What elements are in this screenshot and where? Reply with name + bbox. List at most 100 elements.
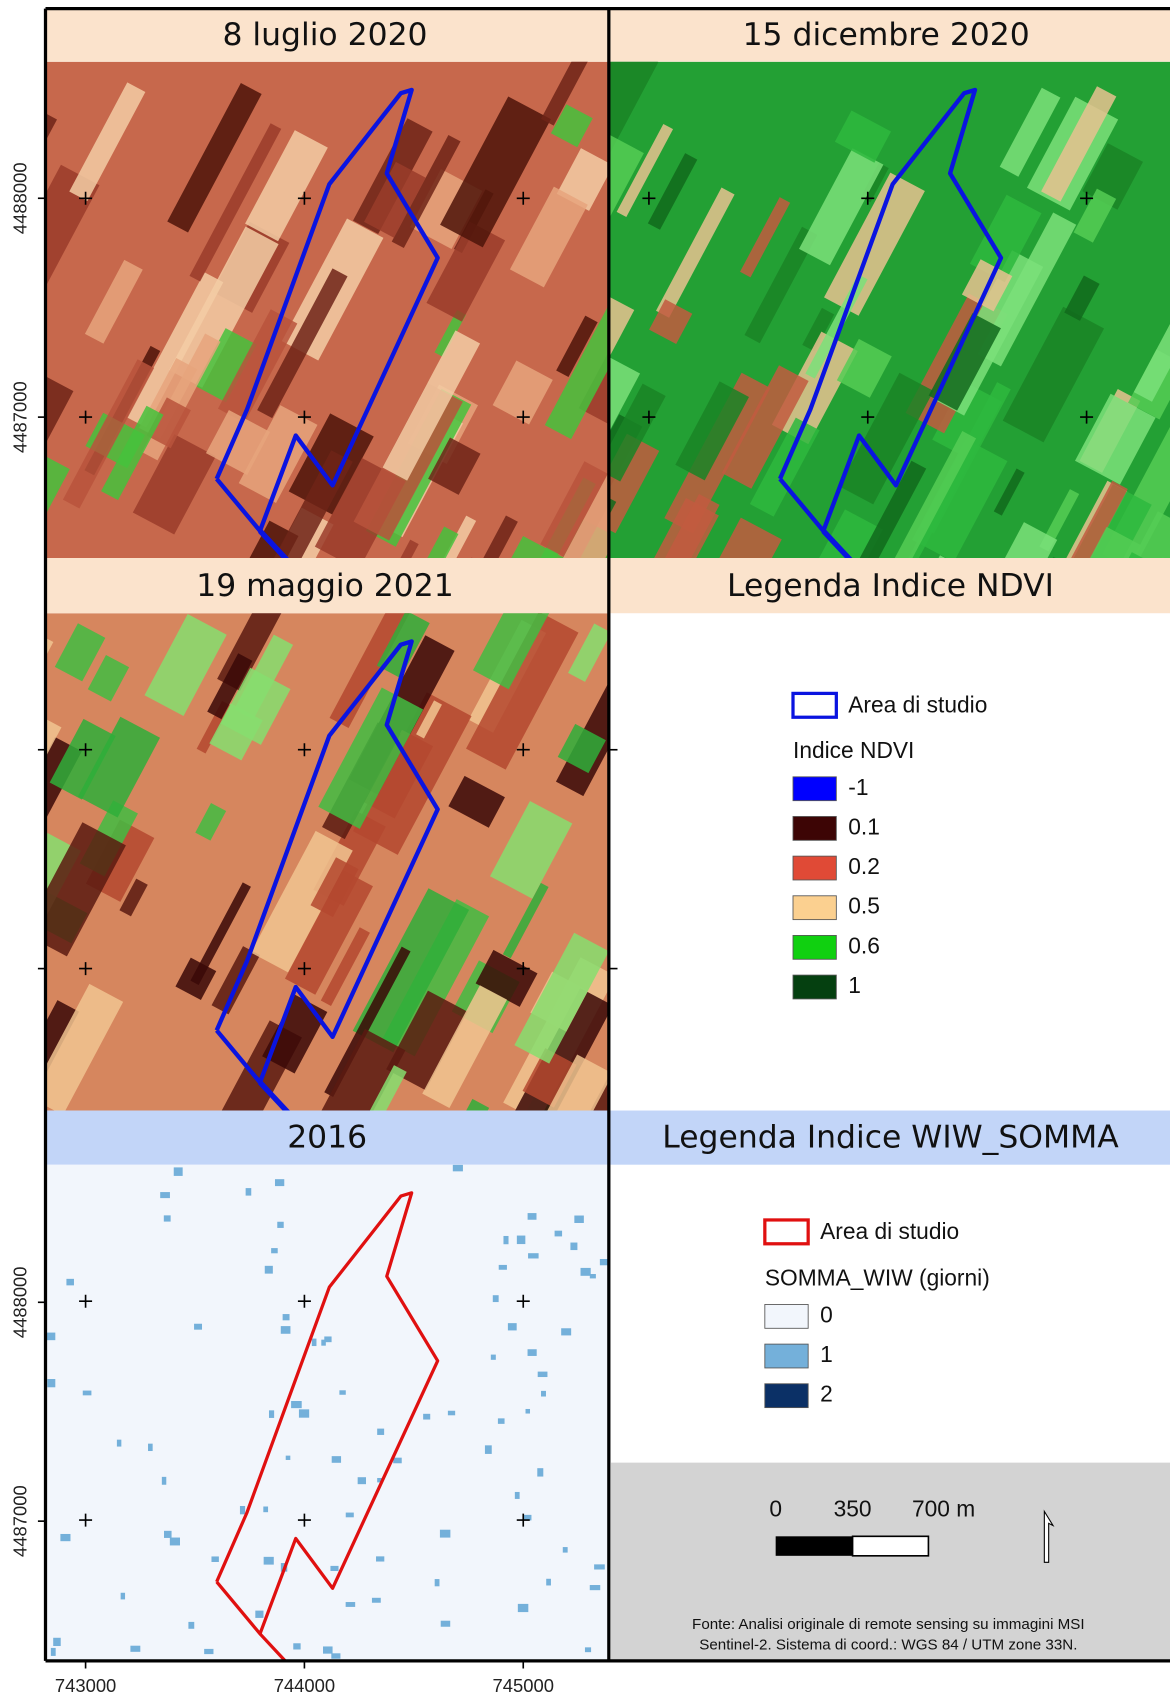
pixel <box>271 1248 278 1253</box>
legend-label: 0.1 <box>848 813 880 839</box>
pixel <box>541 1391 546 1397</box>
pixel <box>330 1566 338 1571</box>
legend-label: 0.6 <box>848 932 880 958</box>
legend-label: 1 <box>820 1341 833 1367</box>
pixel <box>526 1409 530 1414</box>
pixel <box>528 1253 539 1258</box>
legend-swatch <box>765 1344 808 1368</box>
pixel <box>440 1530 450 1538</box>
pixel <box>453 1165 463 1172</box>
pixel <box>493 1295 499 1302</box>
y-label: 4487000 <box>10 1485 31 1557</box>
pixel <box>291 1401 302 1408</box>
source-text: Fonte: Analisi originale di remote sensi… <box>692 1616 1085 1633</box>
pixel <box>162 1477 166 1485</box>
legend-swatch <box>793 816 836 840</box>
pixel <box>332 1456 341 1463</box>
map-panel <box>46 1165 611 1666</box>
x-label: 743000 <box>55 1675 116 1696</box>
legend-swatch <box>793 896 836 920</box>
pixel <box>255 1611 263 1618</box>
pixel <box>47 1379 55 1387</box>
legend-label: 1 <box>848 972 861 998</box>
pixel <box>538 1372 548 1377</box>
wiw-legend: Area di studio SOMMA_WIW (giorni) 012 <box>765 1218 990 1408</box>
scale-label: 700 m <box>912 1495 975 1521</box>
pixel <box>83 1391 92 1396</box>
legend-swatch <box>765 1304 808 1328</box>
pixel <box>240 1506 245 1514</box>
legend-label: 0.5 <box>848 893 880 919</box>
panel-title: 2016 <box>287 1120 367 1156</box>
pixel <box>581 1268 591 1276</box>
pixel <box>485 1445 492 1454</box>
pixel <box>246 1188 252 1196</box>
field <box>0 539 43 604</box>
pixel <box>204 1649 213 1654</box>
pixel <box>346 1602 356 1607</box>
pixel <box>423 1414 430 1420</box>
pixel <box>293 1643 300 1649</box>
pixel <box>170 1538 180 1546</box>
panel-title: 19 maggio 2021 <box>196 568 454 604</box>
pixel <box>528 1213 537 1220</box>
pixel <box>491 1355 496 1360</box>
area-swatch <box>793 693 836 717</box>
pixel <box>211 1556 218 1562</box>
pixel <box>499 1265 507 1270</box>
map-layout: 8 luglio 2020 15 dicembre 2020 19 maggio… <box>0 0 1170 1701</box>
pixel <box>148 1444 153 1451</box>
x-label: 744000 <box>274 1675 335 1696</box>
pixel <box>393 1458 402 1464</box>
pixel <box>372 1598 381 1603</box>
imagery <box>0 41 1170 1665</box>
pixel <box>518 1604 528 1612</box>
pixel <box>283 1314 290 1320</box>
pixel <box>498 1418 505 1424</box>
pixel <box>537 1468 543 1476</box>
pixel <box>515 1492 520 1499</box>
pixel <box>346 1513 354 1518</box>
pixel <box>377 1429 384 1435</box>
legend-swatch <box>793 777 836 801</box>
pixel <box>66 1279 74 1286</box>
pixel <box>321 1340 326 1346</box>
legend-label: 0.2 <box>848 853 880 879</box>
source-text: Sentinel-2. Sistema di coord.: WGS 84 / … <box>699 1637 1077 1654</box>
y-label: 4487000 <box>10 381 31 453</box>
pixel <box>160 1192 170 1198</box>
legend-label: Area di studio <box>820 1218 959 1244</box>
legend-label: 2 <box>820 1381 833 1407</box>
pixel <box>174 1167 183 1176</box>
pixel <box>590 1585 600 1590</box>
pixel <box>448 1411 455 1416</box>
pixel <box>281 1326 291 1334</box>
pixel <box>286 1456 291 1460</box>
pixel <box>555 1231 562 1237</box>
legend-label: 0 <box>820 1301 833 1327</box>
pixel <box>323 1646 333 1653</box>
legend-swatch <box>765 1384 808 1408</box>
legend-swatch <box>793 975 836 999</box>
pixel <box>188 1622 194 1629</box>
pixel <box>590 1274 596 1278</box>
legend-swatch <box>793 935 836 959</box>
pixel <box>117 1440 121 1447</box>
scale-label: 0 <box>769 1495 782 1521</box>
pixel <box>441 1621 450 1627</box>
pixel <box>358 1477 366 1484</box>
pixel <box>561 1328 571 1335</box>
pixel <box>121 1593 125 1600</box>
pixel <box>263 1507 268 1513</box>
pixel <box>585 1647 591 1652</box>
pixel <box>517 1236 525 1245</box>
pixel <box>435 1579 440 1586</box>
x-axis-labels: 743000 744000 745000 <box>55 1675 554 1696</box>
pixel <box>164 1531 172 1538</box>
pixel <box>130 1646 140 1652</box>
area-swatch <box>765 1220 808 1244</box>
pixel <box>277 1222 283 1228</box>
pixel <box>299 1409 309 1417</box>
field <box>5 43 50 96</box>
pixel <box>269 1410 274 1418</box>
